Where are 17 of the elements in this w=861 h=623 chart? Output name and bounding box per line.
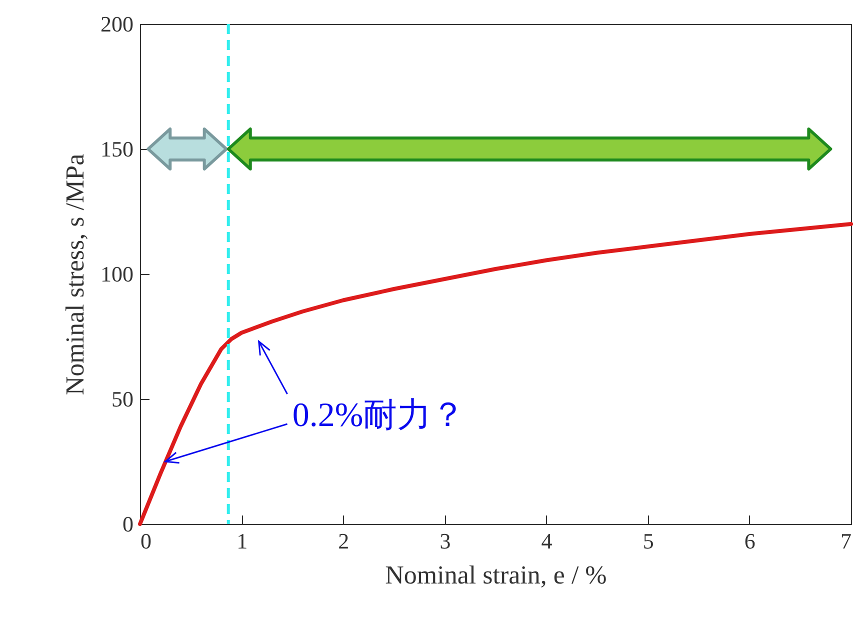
x-tick-label: 7 [840, 528, 852, 554]
x-tick-label: 0 [140, 528, 152, 554]
x-tick-label: 6 [744, 528, 756, 554]
x-tick-label: 2 [338, 528, 350, 554]
y-axis-title: Nominal stress, s /MPa [60, 153, 90, 396]
y-tick-label: 100 [100, 262, 134, 286]
x-tick-label: 4 [541, 528, 552, 554]
x-tick-label: 3 [440, 528, 451, 554]
annotation: 0.2%耐力？ [292, 396, 466, 436]
y-tick-label: 0 [122, 512, 134, 536]
line-series [138, 222, 853, 526]
y-tick-label: 200 [100, 12, 134, 36]
x-axis-title: Nominal strain, e / % [385, 560, 607, 590]
y-tick-label: 50 [112, 386, 134, 412]
x-tick-label: 1 [236, 528, 248, 554]
y-tick-label: 150 [100, 136, 134, 162]
x-tick-label: 5 [642, 528, 654, 554]
